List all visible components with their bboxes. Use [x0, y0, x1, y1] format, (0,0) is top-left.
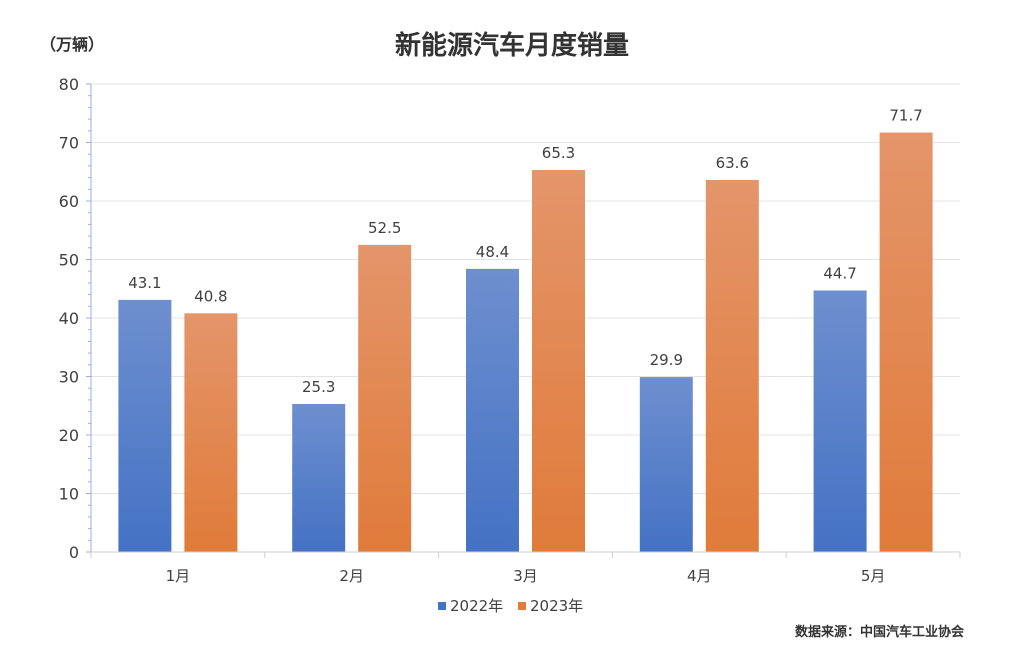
y-tick-label: 60 — [59, 192, 79, 211]
legend-label: 2023年 — [530, 597, 583, 615]
y-tick-label: 0 — [69, 543, 79, 562]
y-tick-label: 70 — [59, 134, 79, 153]
bar-2-5 — [880, 133, 933, 552]
bar-2-1 — [184, 313, 237, 552]
legend-swatch — [438, 602, 446, 610]
legend: 2022年 2023年 — [438, 597, 583, 615]
bar-2-2 — [358, 245, 411, 552]
bar-1-3 — [466, 269, 519, 552]
bars-group: 43.1 40.8 25.3 52.5 48.4 65.3 29.9 63.6 44.7 71.7 — [118, 107, 932, 552]
y-tick-label: 40 — [59, 309, 79, 328]
legend-label: 2022年 — [450, 597, 503, 615]
data-label: 44.7 — [823, 265, 856, 283]
data-label: 48.4 — [476, 243, 509, 261]
data-label: 43.1 — [128, 274, 161, 292]
x-tick-label: 4月 — [687, 567, 712, 585]
data-label: 71.7 — [889, 107, 922, 125]
y-tick-label: 10 — [59, 485, 79, 504]
y-tick-label: 80 — [59, 75, 79, 94]
bar-1-5 — [814, 291, 867, 552]
bar-1-4 — [640, 377, 693, 552]
data-source-note: 数据来源：中国汽车工业协会 — [795, 624, 965, 640]
y-tick-label: 50 — [59, 251, 79, 270]
data-label: 25.3 — [302, 378, 335, 396]
bar-2-4 — [706, 180, 759, 552]
y-axis-unit-label: （万辆） — [40, 35, 104, 54]
data-label: 65.3 — [542, 144, 575, 162]
x-tick-label: 2月 — [339, 567, 364, 585]
bar-2-3 — [532, 170, 585, 552]
data-label: 29.9 — [650, 351, 683, 369]
data-label: 63.6 — [716, 154, 749, 172]
y-tick-label: 30 — [59, 368, 79, 387]
y-axis-ticks: 0 10 20 30 40 50 60 70 80 — [59, 75, 91, 562]
x-tick-label: 5月 — [861, 567, 886, 585]
chart-title: 新能源汽车月度销量 — [395, 30, 629, 61]
bar-1-1 — [118, 300, 171, 552]
y-tick-label: 20 — [59, 426, 79, 445]
data-label: 40.8 — [194, 287, 227, 305]
legend-swatch — [518, 602, 526, 610]
x-tick-label: 3月 — [513, 567, 538, 585]
data-label: 52.5 — [368, 219, 401, 237]
x-axis: 1月 2月 3月 4月 5月 — [91, 552, 960, 585]
x-tick-label: 1月 — [166, 567, 191, 585]
bar-1-2 — [292, 404, 345, 552]
